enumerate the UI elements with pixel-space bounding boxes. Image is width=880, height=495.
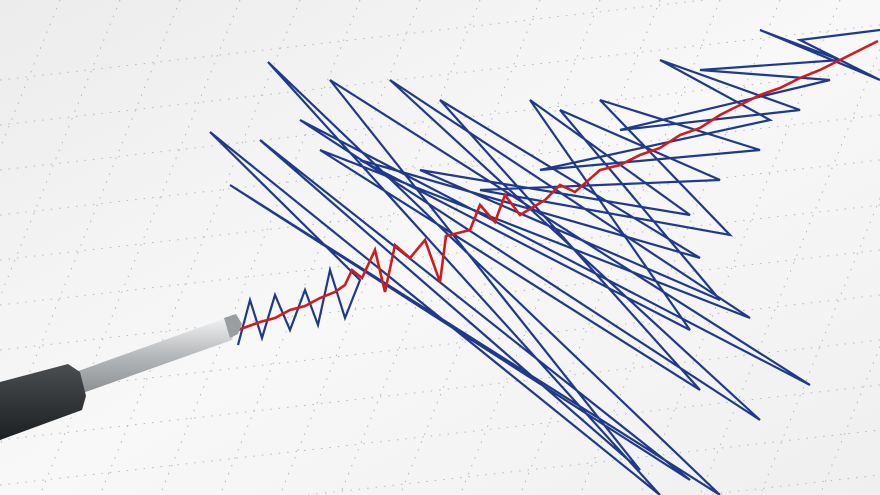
grid-line	[819, 346, 880, 495]
blue-seismic-trace	[209, 28, 880, 495]
stylus-tip	[224, 314, 242, 338]
grid-line	[0, 384, 880, 486]
grid-line	[0, 69, 880, 171]
red-seismic-trace	[237, 39, 879, 332]
stylus-rod	[70, 318, 236, 394]
blue-trace-line	[209, 28, 880, 495]
grid-line	[0, 24, 880, 126]
grid-line	[0, 0, 181, 446]
grid-line	[0, 0, 61, 149]
grid-line	[0, 249, 880, 351]
grid-line	[0, 294, 880, 396]
grid-line	[0, 114, 880, 216]
stylus-body	[0, 364, 86, 440]
grid-line	[699, 49, 880, 495]
grid-line	[0, 339, 880, 441]
stylus-pen	[0, 314, 242, 440]
red-trace-line	[237, 39, 879, 332]
grid-line	[0, 204, 880, 306]
